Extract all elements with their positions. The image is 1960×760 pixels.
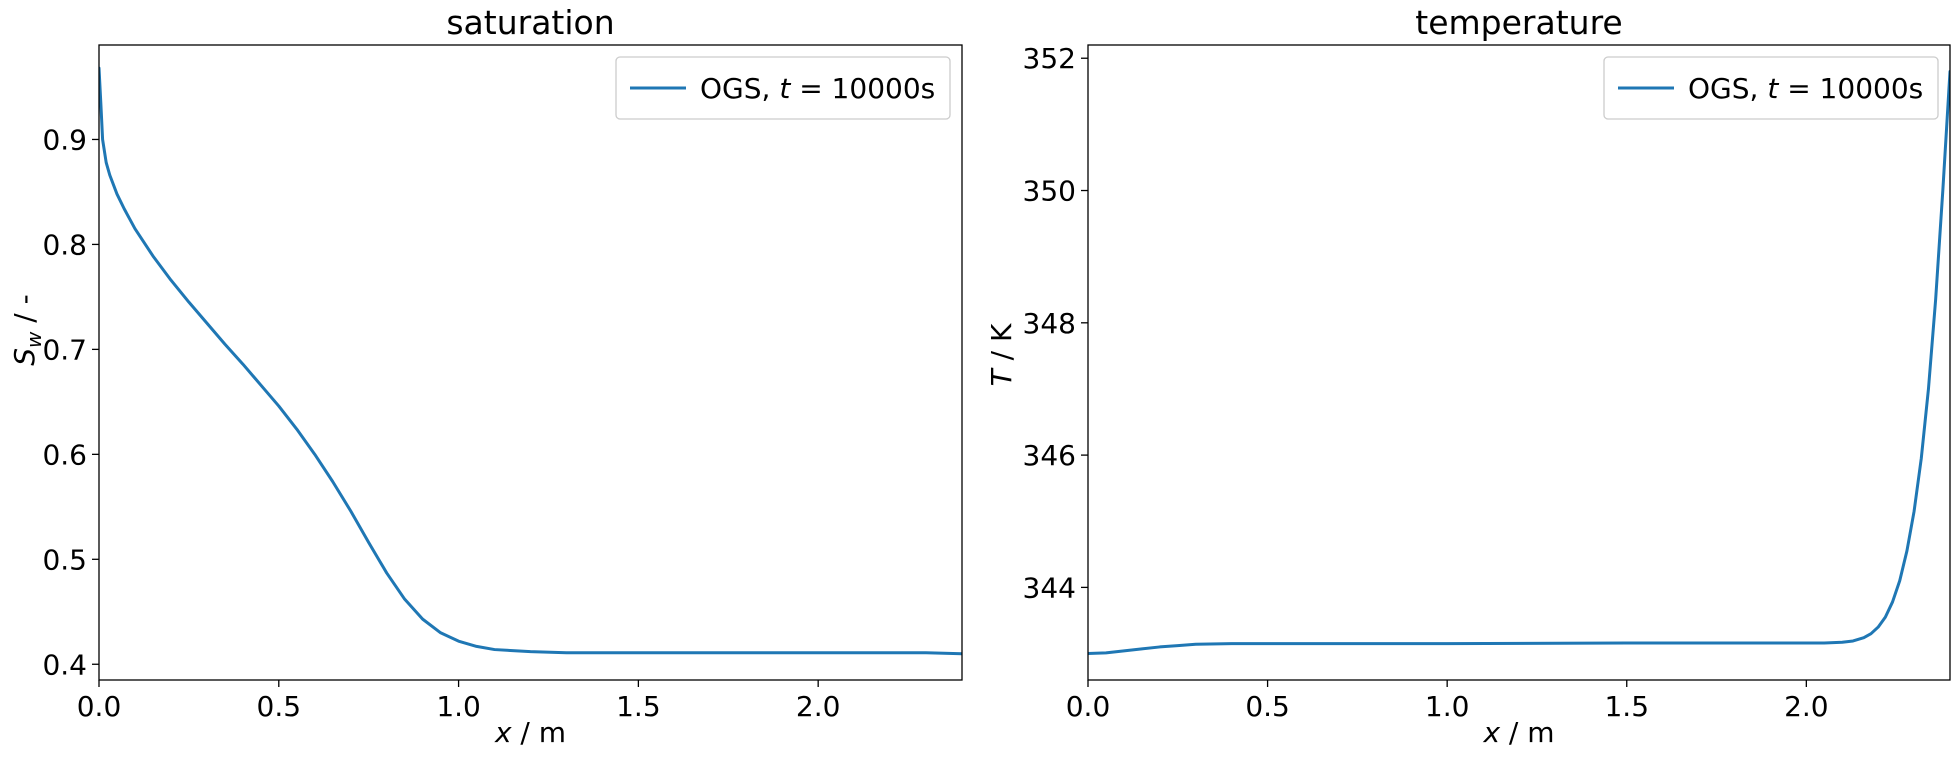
- x-tick-label: 1.5: [616, 690, 661, 723]
- y-ticks: 0.4 0.5 0.6 0.7 0.8 0.9: [42, 123, 99, 681]
- saturation-line: [99, 66, 962, 656]
- legend: OGS, t = 10000s: [615, 56, 951, 120]
- x-tick-label: 2.0: [796, 690, 841, 723]
- x-ticks: 0.0 0.5 1.0 1.5 2.0: [77, 680, 841, 723]
- y-tick-label: 346: [1023, 439, 1076, 472]
- y-tick-label: 348: [1023, 307, 1076, 340]
- axes-frame: [1087, 44, 1951, 681]
- legend-box: [615, 56, 951, 120]
- y-tick-label: 352: [1023, 42, 1076, 75]
- y-tick-label: 0.4: [42, 648, 87, 681]
- chart-title: saturation: [446, 3, 614, 42]
- x-ticks: 0.0 0.5 1.0 1.5 2.0: [1066, 680, 1829, 723]
- y-axis-label: T / K: [985, 323, 1018, 386]
- x-tick-label: 1.5: [1604, 690, 1649, 723]
- x-tick-label: 1.0: [1425, 690, 1470, 723]
- chart-title: temperature: [1415, 3, 1622, 42]
- temperature-line: [1088, 69, 1950, 656]
- y-tick-label: 350: [1023, 175, 1076, 208]
- y-axis-label: Sw / -: [8, 294, 46, 365]
- y-tick-label: 0.8: [42, 228, 87, 261]
- y-tick-label: 0.7: [42, 333, 87, 366]
- x-tick-label: 2.0: [1784, 690, 1829, 723]
- legend-label: OGS, t = 10000s: [700, 72, 935, 105]
- x-tick-label: 0.0: [77, 690, 122, 723]
- plot-area: [1088, 69, 1950, 656]
- legend: OGS, t = 10000s: [1603, 56, 1939, 120]
- y-tick-label: 0.9: [42, 123, 87, 156]
- y-tick-label: 0.6: [42, 438, 87, 471]
- x-tick-label: 0.0: [1066, 690, 1111, 723]
- legend-label: OGS, t = 10000s: [1688, 72, 1923, 105]
- y-tick-label: 0.5: [42, 543, 87, 576]
- x-axis-label: x / m: [494, 716, 566, 749]
- plot-area: [99, 66, 962, 656]
- axes-frame: [98, 44, 963, 681]
- x-tick-label: 1.0: [436, 690, 481, 723]
- legend-box: [1603, 56, 1939, 120]
- y-ticks: 344 346 348 350 352: [1023, 42, 1088, 604]
- x-tick-label: 0.5: [1245, 690, 1290, 723]
- y-tick-label: 344: [1023, 571, 1076, 604]
- x-tick-label: 0.5: [257, 690, 302, 723]
- saturation-chart: saturation Sw / - x / m 0.0 0.5 1.0 1.5 2.0 …: [8, 3, 963, 749]
- temperature-chart: temperature T / K x / m 0.0 0.5 1.0 1.5 2.0 …: [985, 3, 1951, 749]
- x-axis-label: x / m: [1482, 716, 1554, 749]
